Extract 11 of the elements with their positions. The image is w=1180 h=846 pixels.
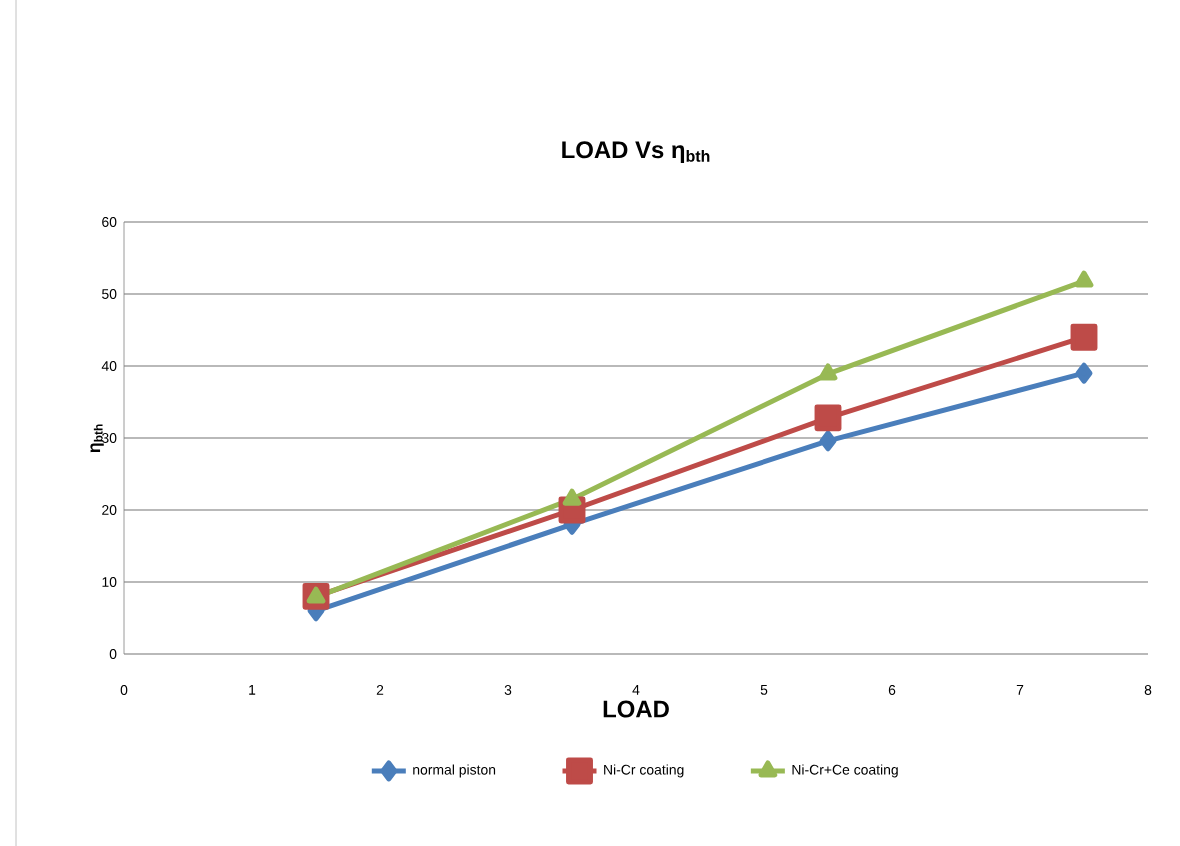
point bbox=[306, 586, 326, 604]
point bbox=[1074, 270, 1094, 288]
chart-title: LOAD Vs η$_{bth}$ bbox=[562, 141, 710, 163]
point bbox=[1075, 362, 1093, 384]
point bbox=[1070, 323, 1098, 351]
point bbox=[819, 430, 837, 452]
point bbox=[562, 488, 582, 506]
point bbox=[818, 363, 838, 381]
y-axis-title: η$_{bth}$ bbox=[90, 424, 104, 453]
point bbox=[814, 404, 842, 432]
x-axis-title: LOAD bbox=[603, 700, 669, 718]
